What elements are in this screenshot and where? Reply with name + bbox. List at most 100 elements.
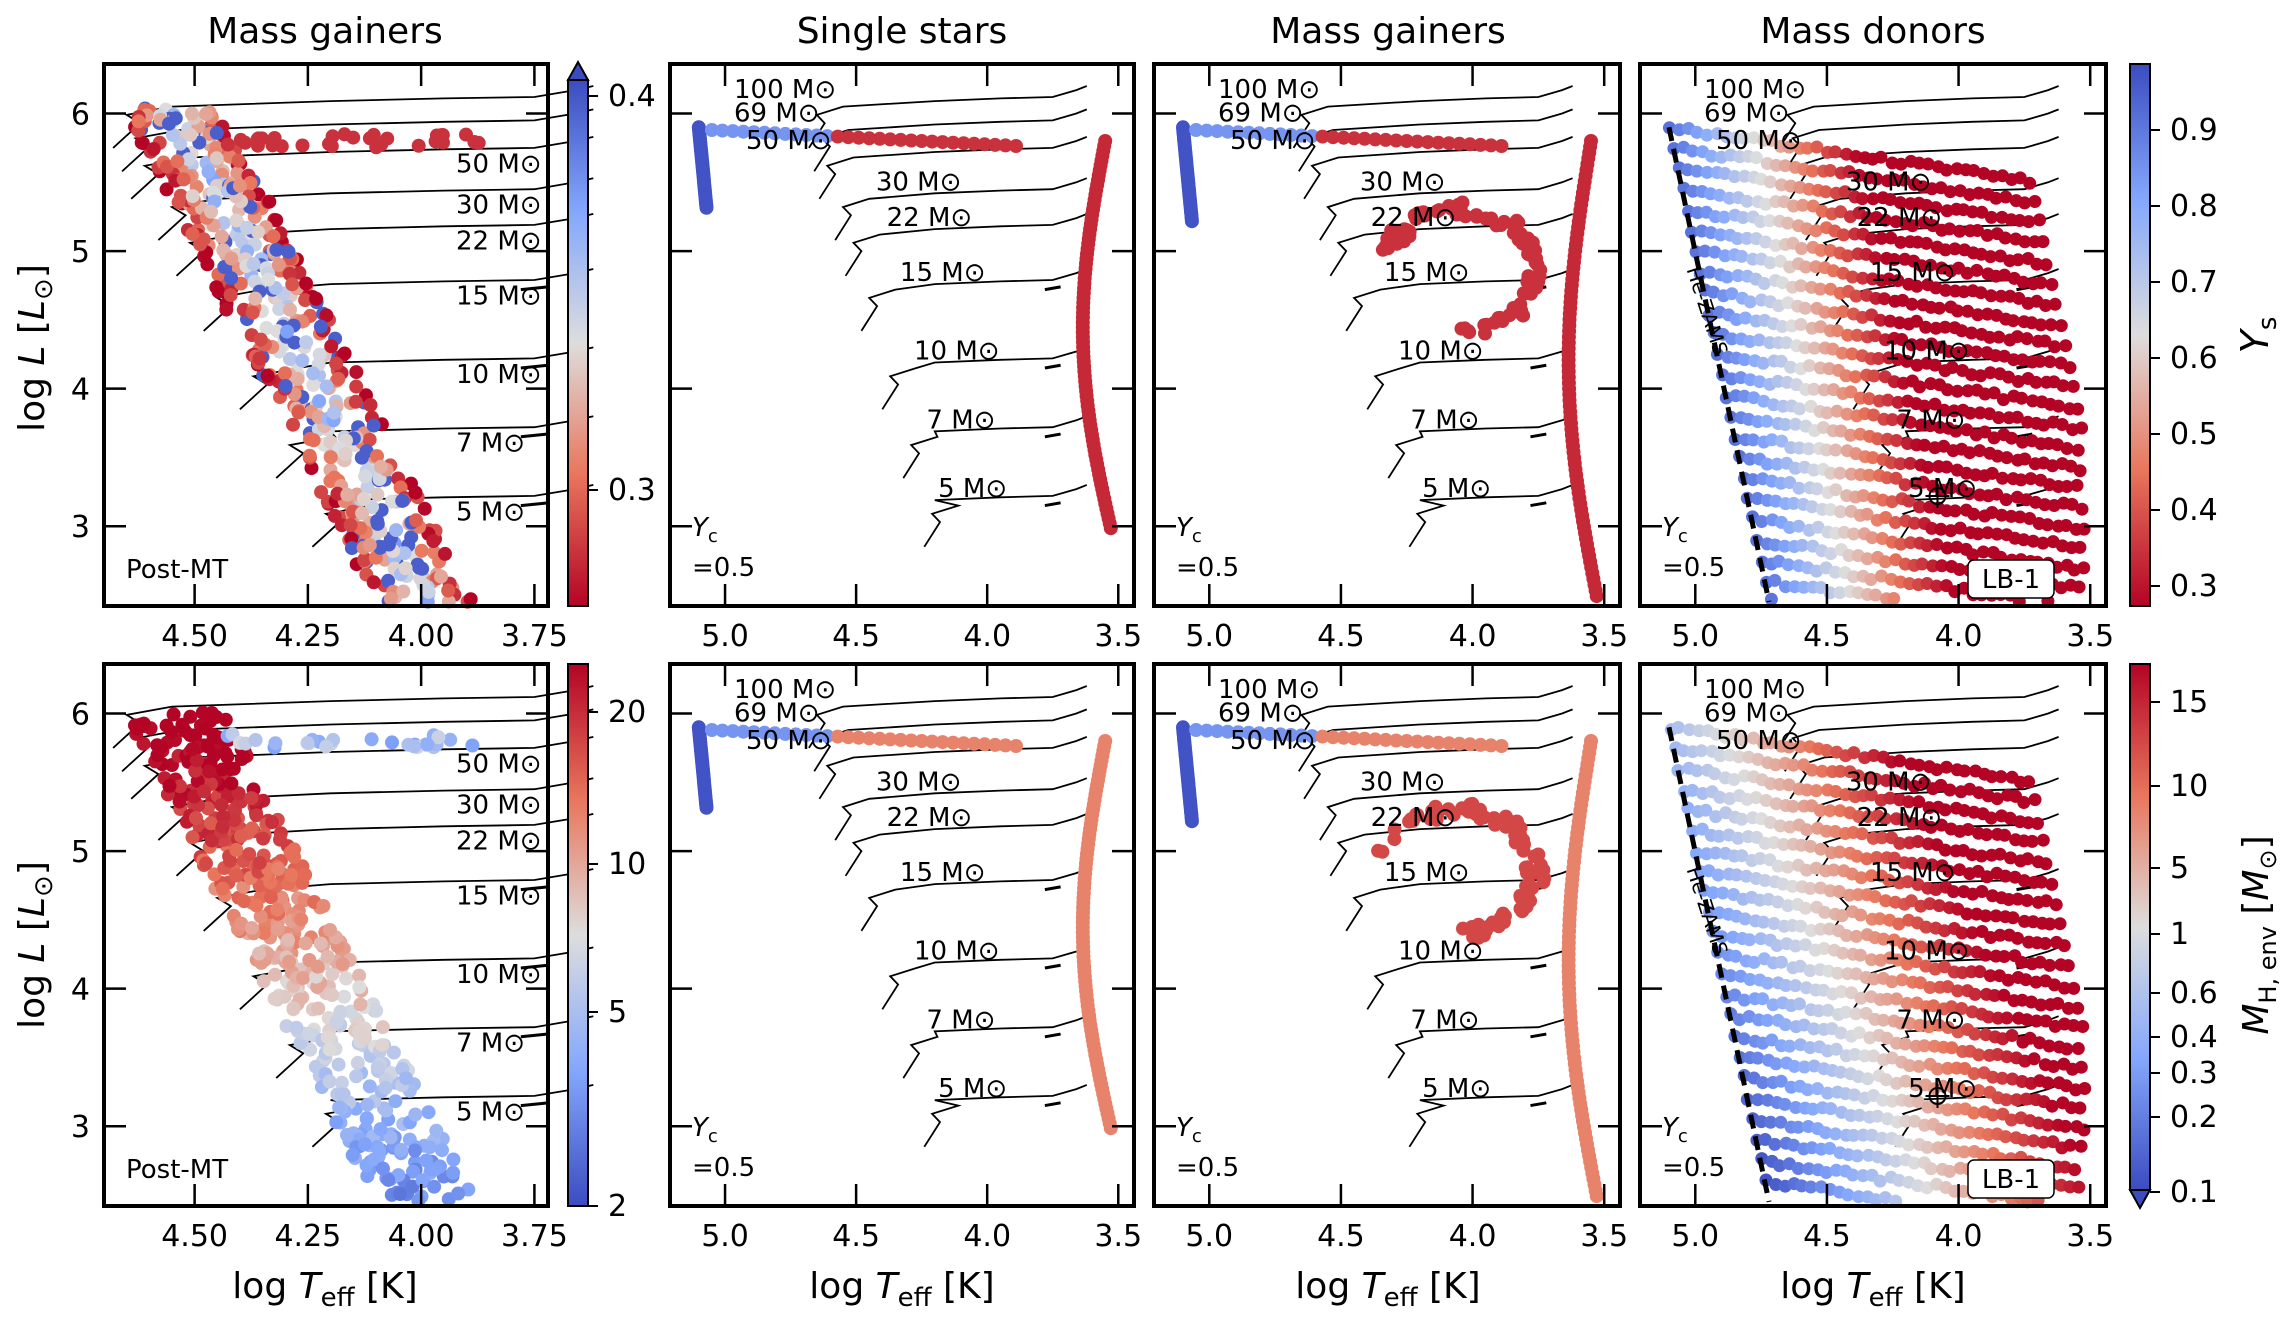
- scatter-point: [136, 736, 151, 751]
- scatter-point: [998, 738, 1013, 753]
- scatter-point: [2065, 497, 2079, 511]
- track-mass-label: 50 M⊙: [1230, 726, 1316, 756]
- scatter-point: [176, 172, 191, 187]
- track-69-line: [813, 108, 1088, 172]
- track-mass-label: 5 M⊙: [456, 1097, 525, 1127]
- scatter-point: [1494, 739, 1509, 753]
- scatter-point: [1774, 354, 1788, 368]
- scatter-point: [1732, 1013, 1746, 1027]
- x-tick-label: 4.0: [1449, 619, 1497, 654]
- scatter-point: [215, 762, 230, 777]
- scatter-point: [1807, 382, 1821, 396]
- scatter-point: [715, 123, 730, 138]
- scatter-point: [1262, 726, 1277, 741]
- scatter-point: [429, 1123, 444, 1138]
- track-mass-label: 5 M⊙: [1422, 1074, 1491, 1104]
- scatter-point: [1378, 132, 1393, 147]
- x-tick-label: 4.50: [161, 1219, 228, 1254]
- scatter-point: [185, 189, 200, 204]
- track-15-line: [860, 268, 1088, 332]
- scatter-point: [1847, 1128, 1860, 1142]
- track-mass-label: 69 M⊙: [734, 99, 820, 129]
- scatter-point: [1995, 1071, 2009, 1085]
- panel-top-3: 100 M⊙69 M⊙50 M⊙ 30 M⊙ 22 M⊙ 15 M⊙ 10 M⊙ 7 M⊙…: [1152, 62, 1628, 654]
- scatter-point: [2002, 370, 2015, 384]
- yc-value: =0.5: [692, 553, 755, 583]
- scatter-point: [1885, 495, 1899, 509]
- scatter-point: [325, 967, 340, 981]
- scatter-point: [1999, 493, 2013, 507]
- scatter-point: [397, 546, 412, 561]
- scatter-point: [2071, 443, 2085, 457]
- scatter-point: [2078, 1082, 2092, 1095]
- scatter-point: [1746, 433, 1760, 447]
- scatter-point: [2001, 973, 2015, 987]
- scatter-point: [357, 553, 372, 568]
- scatter-point: [2034, 276, 2048, 290]
- scatter-point: [1829, 443, 1843, 457]
- x-tick-label: 4.0: [1449, 1219, 1497, 1254]
- scatter-point: [1867, 408, 1880, 422]
- track-mass-label: 7 M⊙: [456, 429, 525, 459]
- scatter-point: [269, 213, 284, 228]
- scatter-point: [1231, 125, 1246, 140]
- scatter-point: [1983, 969, 1997, 983]
- scatter-point: [426, 534, 441, 549]
- scatter-point: [215, 881, 230, 896]
- scatter-point: [1735, 249, 1749, 263]
- scatter-point: [2075, 421, 2089, 435]
- track-mass-label: 15 M⊙: [1870, 258, 1956, 288]
- scatter-point: [1887, 592, 1901, 605]
- scatter-point: [1917, 1039, 1931, 1053]
- scatter-point: [343, 1004, 358, 1019]
- scatter-point: [1834, 985, 1848, 999]
- scatter-point: [1967, 1067, 1981, 1081]
- scatter-point: [1941, 383, 1954, 397]
- scatter-point: [1756, 356, 1770, 370]
- scatter-point: [2027, 1052, 2041, 1066]
- scatter-point: [299, 335, 314, 350]
- scatter-point: [1919, 236, 1933, 250]
- scatter-point: [904, 133, 919, 148]
- track-69-line: [813, 708, 1088, 772]
- scatter-point: [1957, 1145, 1971, 1159]
- scatter-point: [1830, 404, 1844, 418]
- scatter-point: [337, 127, 352, 142]
- scatter-point: [1850, 1149, 1864, 1163]
- track-50-line: [1789, 736, 2059, 800]
- scatter-point: [366, 418, 381, 433]
- colorbar-tick-label: 0.6: [2170, 976, 2218, 1011]
- track-7-line: [902, 1015, 1088, 1079]
- scatter-point: [1875, 532, 1889, 545]
- scatter-point: [1792, 481, 1806, 495]
- scatter-point: [1410, 134, 1425, 149]
- column-title-3: Mass gainers: [1270, 11, 1506, 52]
- scatter-point: [1864, 232, 1878, 246]
- scatter-point: [283, 352, 297, 366]
- scatter-point: [1943, 222, 1956, 236]
- scatter-point: [2055, 418, 2069, 431]
- scatter-point: [1829, 483, 1843, 497]
- colorbar-tick-label: 0.9: [2170, 113, 2218, 148]
- scatter-point: [1974, 286, 1988, 300]
- scatter-point: [1906, 219, 1919, 233]
- track-mass-label: 30 M⊙: [1360, 167, 1446, 197]
- scatter-point: [1760, 457, 1774, 471]
- track-hook: [520, 285, 549, 292]
- colorbar-tick-label: 15: [2170, 685, 2208, 720]
- scatter-point: [311, 1001, 326, 1016]
- scatter-point: [431, 730, 446, 745]
- scatter-point: [1829, 1042, 1843, 1056]
- scatter-point: [193, 237, 208, 252]
- scatter-point: [146, 142, 161, 156]
- scatter-point: [1589, 589, 1604, 604]
- scatter-point: [1788, 979, 1802, 993]
- scatter-point: [435, 1143, 449, 1158]
- scatter-point: [1879, 511, 1893, 524]
- lb1-box: [1967, 559, 2055, 599]
- scatter-point: [1950, 384, 1964, 398]
- scatter-point: [1792, 997, 1806, 1011]
- scatter-point: [1968, 1027, 1982, 1041]
- scatter-point: [1931, 1062, 1944, 1076]
- track-5-line: [923, 1084, 1088, 1148]
